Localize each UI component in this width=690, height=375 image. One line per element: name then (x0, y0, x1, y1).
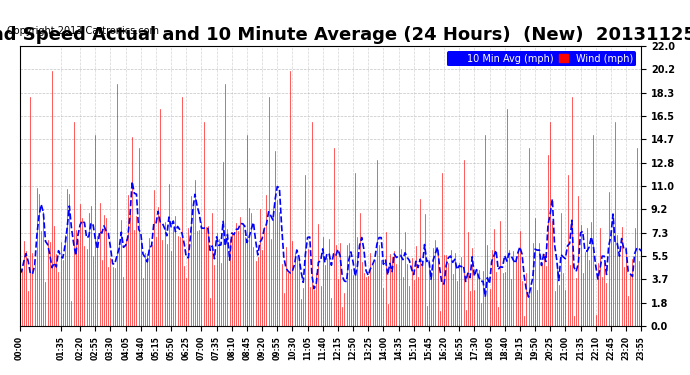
Title: Wind Speed Actual and 10 Minute Average (24 Hours)  (New)  20131125: Wind Speed Actual and 10 Minute Average … (0, 26, 690, 44)
Legend: 10 Min Avg (mph), Wind (mph): 10 Min Avg (mph), Wind (mph) (446, 51, 636, 66)
Text: Copyright 2013 Cartronics.com: Copyright 2013 Cartronics.com (7, 26, 159, 36)
